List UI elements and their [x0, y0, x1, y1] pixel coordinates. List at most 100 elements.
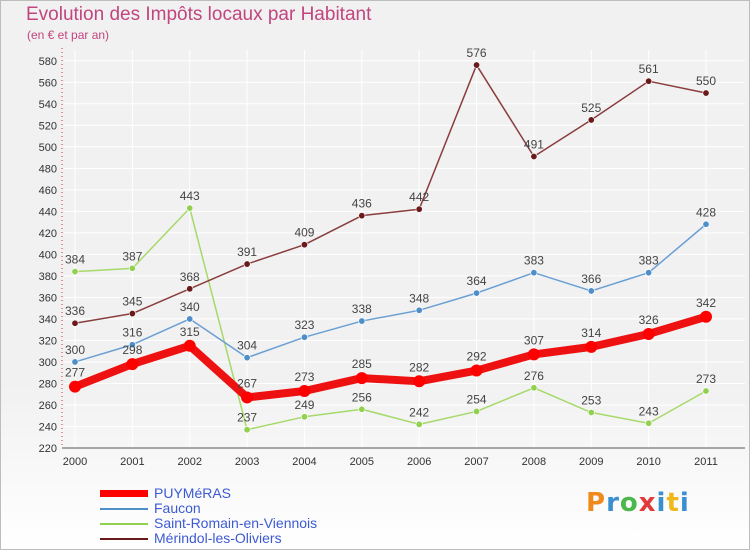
data-point: [243, 260, 251, 268]
data-label: 391: [237, 245, 257, 259]
y-tick-label: 360: [39, 292, 57, 304]
legend-label-saint-romain: Saint-Romain-en-Viennois: [154, 515, 318, 531]
y-tick-label: 260: [39, 400, 57, 412]
data-point: [186, 204, 194, 212]
data-label: 576: [467, 46, 487, 60]
data-point: [527, 348, 540, 361]
x-tick-label: 2002: [177, 456, 201, 468]
chart-title: Evolution des Impôts locaux par Habitant: [26, 4, 372, 25]
data-label: 242: [409, 405, 429, 419]
data-point: [702, 220, 710, 228]
x-tick-label: 2009: [579, 456, 603, 468]
series-line-2: [74, 207, 707, 431]
data-label: 249: [294, 398, 314, 412]
data-label: 384: [65, 253, 85, 267]
data-point: [128, 341, 136, 349]
legend-swatch-puymeras: [100, 489, 148, 497]
data-label: 256: [352, 390, 372, 404]
data-point: [702, 89, 710, 97]
data-label: 345: [122, 295, 142, 309]
y-tick-label: 400: [39, 249, 57, 261]
data-label: 276: [524, 369, 544, 383]
data-label: 267: [237, 376, 257, 390]
y-tick-label: 380: [39, 271, 57, 283]
y-tick-label: 220: [39, 443, 57, 455]
data-label: 443: [180, 189, 200, 203]
data-label: 366: [581, 272, 601, 286]
x-tick-label: 2004: [292, 456, 316, 468]
data-point: [415, 205, 423, 213]
data-label: 253: [581, 394, 601, 408]
data-label: 254: [467, 392, 487, 406]
data-point: [358, 212, 366, 220]
data-point: [587, 409, 595, 417]
legend-swatch-faucon: [100, 507, 148, 510]
data-point: [358, 405, 366, 413]
data-label: 323: [294, 318, 314, 332]
data-label: 273: [294, 370, 314, 384]
data-label: 368: [180, 270, 200, 284]
data-label: 298: [122, 343, 142, 357]
x-tick-label: 2001: [120, 456, 144, 468]
y-tick-label: 500: [39, 142, 57, 154]
data-label: 277: [65, 366, 85, 380]
data-point: [587, 287, 595, 295]
x-tick-label: 2010: [636, 456, 660, 468]
data-point: [71, 358, 79, 366]
data-label: 300: [65, 343, 85, 357]
data-label: 292: [467, 350, 487, 364]
y-tick-label: 300: [39, 357, 57, 369]
data-point: [69, 380, 81, 393]
y-tick-label: 520: [39, 120, 57, 132]
data-point: [470, 364, 483, 377]
data-label: 304: [237, 339, 257, 353]
data-label: 387: [122, 249, 142, 263]
data-label: 273: [696, 372, 716, 386]
data-label: 342: [696, 296, 716, 310]
y-tick-label: 480: [39, 163, 57, 175]
data-label: 282: [409, 360, 429, 374]
data-label: 525: [581, 101, 601, 115]
legend-label-puymeras: PUYMéRAS: [154, 485, 232, 501]
data-point: [186, 315, 194, 323]
y-tick-label: 420: [39, 228, 57, 240]
data-point: [645, 419, 653, 427]
data-point: [243, 354, 251, 362]
data-point: [587, 116, 595, 124]
data-label: 243: [639, 404, 659, 418]
data-label: 326: [639, 313, 659, 327]
data-point: [530, 152, 538, 160]
data-label: 314: [581, 326, 601, 340]
data-point: [700, 310, 712, 323]
data-point: [126, 358, 139, 371]
data-point: [530, 269, 538, 277]
data-label: 442: [409, 190, 429, 204]
data-point: [415, 306, 423, 314]
legend-label-faucon: Faucon: [154, 500, 201, 516]
data-point: [530, 384, 538, 392]
y-tick-label: 280: [39, 378, 57, 390]
chart-subtitle: (en € et par an): [27, 28, 110, 42]
data-point: [642, 327, 655, 340]
y-tick-label: 240: [39, 421, 57, 433]
series-line-1: [74, 223, 707, 363]
data-label: 237: [237, 411, 257, 425]
data-label: 316: [122, 326, 142, 340]
data-point: [300, 241, 308, 249]
data-label: 340: [180, 300, 200, 314]
data-point: [183, 339, 196, 352]
data-point: [128, 264, 136, 272]
legend-swatch-saint-romain: [100, 522, 148, 525]
data-label: 550: [696, 74, 716, 88]
data-point: [71, 319, 79, 327]
data-label: 364: [467, 274, 487, 288]
data-point: [241, 391, 254, 404]
series-line-3: [74, 64, 707, 324]
data-point: [473, 289, 481, 297]
data-label: 428: [696, 205, 716, 219]
data-label: 491: [524, 137, 544, 151]
data-point: [128, 310, 136, 318]
y-tick-label: 560: [39, 77, 57, 89]
data-point: [413, 375, 426, 388]
